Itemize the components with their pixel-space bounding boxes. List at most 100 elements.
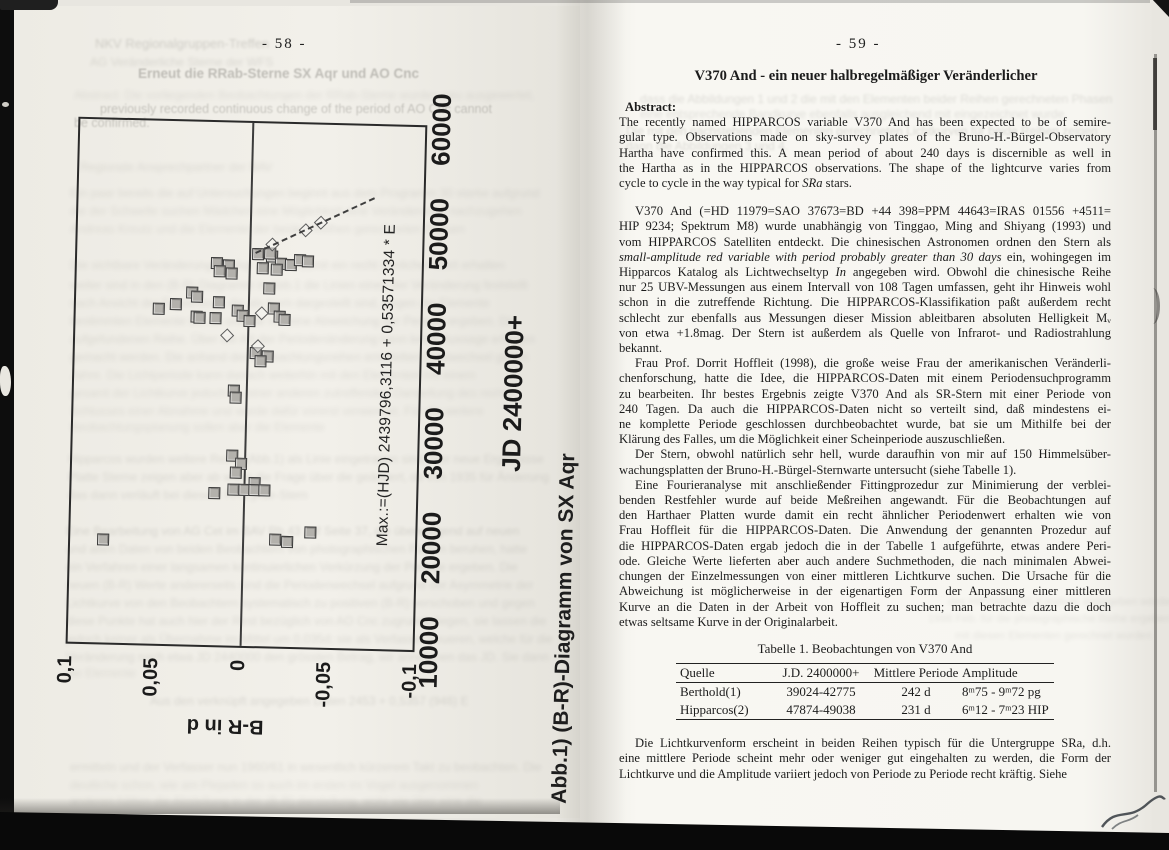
scan-artifact-top-hairline bbox=[350, 0, 1150, 3]
plot-area bbox=[65, 116, 428, 653]
paragraph: Frau Prof. Dorrit Hoffleit (1998), die g… bbox=[619, 356, 1111, 447]
figure-caption: Abb.1) (B-R)-Diagramm von SX Aqr bbox=[547, 453, 580, 804]
table-cell: 8ᵐ75 - 9ᵐ72 pg bbox=[962, 684, 1041, 699]
text-line: Hartha have confirmed this. A mean perio… bbox=[619, 145, 1111, 160]
text-line: Kurve an die Daten in der Arbeit von Hof… bbox=[619, 599, 1111, 614]
data-point-square bbox=[225, 267, 239, 280]
page-number-left: - 58 - bbox=[262, 36, 307, 52]
data-point-square bbox=[278, 313, 291, 326]
text-line: bekannt. bbox=[619, 341, 663, 356]
trend-dashed-line bbox=[254, 197, 375, 254]
paragraph: Eine Fourieranalyse mit anschließender F… bbox=[619, 478, 1111, 630]
observations-table: Quelle J.D. 2400000+ Mittlere Periode Ampli… bbox=[676, 663, 1054, 720]
x-axis-label: JD 2400000+ bbox=[495, 314, 530, 473]
table-header-cell: J.D. 2400000+ bbox=[782, 665, 860, 680]
scan-artifact-top-left-mark bbox=[0, 0, 58, 10]
table-header-cell: Mittlere Periode bbox=[873, 665, 959, 680]
figure-abb1-rotated: 0,1 0,05 0 -0,05 -0,1 10000 20000 30000 40000 50… bbox=[54, 84, 608, 807]
text-line: schon in die zutreffende Richtung. Die H… bbox=[619, 295, 1111, 310]
scan-artifact-bottom-fade bbox=[0, 798, 560, 814]
y-tick-label: -0,05 bbox=[311, 661, 335, 708]
text-line: Abweichung ist möglicherweise in der eig… bbox=[619, 584, 1111, 599]
y-tick-label: 0,1 bbox=[53, 655, 77, 684]
table-caption: Tabelle 1. Beobachtungen von V370 And bbox=[757, 641, 973, 656]
x-tick-label: 40000 bbox=[420, 302, 453, 376]
x-tick-label: 10000 bbox=[412, 615, 445, 689]
text-line: Eine Fourieranalyse mit anschließender F… bbox=[635, 477, 1111, 492]
data-point-square bbox=[169, 298, 183, 311]
text-line: Klärung des Falles, um die Möglichkeit e… bbox=[619, 432, 1006, 447]
text-line: gular type. Observations made on sky-sur… bbox=[619, 130, 1111, 145]
paragraph: V370 And (=HD 11979=SAO 37673=BD +44 398… bbox=[619, 204, 1111, 356]
page-number-right: - 59 - bbox=[836, 36, 881, 52]
data-point-square bbox=[263, 282, 276, 295]
data-point-square bbox=[152, 302, 165, 315]
data-point-square bbox=[193, 311, 206, 324]
text-line: schlecht zur ebenfalls aus Messungen die… bbox=[619, 310, 1111, 325]
text-line: Die Lichtkurvenform erscheint in beiden … bbox=[635, 736, 1111, 750]
scan-artifact-left-edge bbox=[0, 0, 14, 820]
data-point-square bbox=[256, 262, 270, 275]
data-point-square bbox=[213, 265, 227, 278]
scan-artifact-right-edge-dark bbox=[1153, 58, 1157, 130]
final-paragraph: Die Lichtkurvenform erscheint in beiden … bbox=[619, 736, 1111, 782]
body-paragraphs: V370 And (=HD 11979=SAO 37673=BD +44 398… bbox=[619, 204, 1111, 630]
text-line: the Hartha as in the HIPPARCOS observati… bbox=[619, 160, 1111, 175]
text-line: etwas seltsame Kurve in der Originalarbe… bbox=[619, 614, 838, 629]
x-tick-label: 30000 bbox=[417, 406, 450, 480]
text-line: small-amplitude red variable with period… bbox=[619, 249, 1111, 264]
table-1: Tabelle 1. Beobachtungen von V370 And Qu… bbox=[619, 641, 1111, 720]
text-line: ne komplette Periode geschlossen durchbe… bbox=[619, 417, 1111, 432]
table-cell: Berthold(1) bbox=[680, 684, 741, 699]
scatter-points bbox=[68, 119, 329, 642]
data-point-diamond bbox=[219, 328, 235, 343]
data-point-square bbox=[258, 484, 271, 497]
scan-artifact-paren-mark bbox=[1146, 288, 1160, 324]
text-line: eine mittlere Periode scheint mehr oder … bbox=[619, 751, 1111, 766]
text-line: vom HIPPARCOS Satelliten entdeckt. Die c… bbox=[619, 234, 1111, 249]
text-line: Frau Prof. Dorrit Hoffleit (1998), die g… bbox=[635, 356, 1111, 371]
paragraph-gap bbox=[619, 191, 1111, 204]
text-line: Hipparcos Katalog als Lichtwechseltyp In… bbox=[619, 265, 1111, 280]
data-point-square bbox=[243, 314, 256, 328]
paragraph: Der Stern, obwohl natürlich sehr hell, w… bbox=[619, 447, 1111, 477]
abstract-label: Abstract: bbox=[625, 100, 677, 114]
text-line: chungen der Einzelmessungen von einer mi… bbox=[619, 569, 1111, 584]
scan-artifact-right-edge-line bbox=[1154, 54, 1157, 792]
text-line: HIP 9234; Spektrum M8) wurde unabhängig … bbox=[619, 219, 1111, 234]
table-cell: 47874-49038 bbox=[786, 702, 856, 717]
data-point-square bbox=[269, 533, 282, 546]
table-row: Hipparcos(2) 47874-49038 231 d 6ᵐ12 - 7ᵐ23 … bbox=[676, 701, 1054, 719]
table-cell: 39024-42775 bbox=[786, 684, 856, 699]
data-point-square bbox=[209, 312, 222, 325]
text-line: Frau Hoffleit für die HIPPARCOS-Daten. D… bbox=[619, 523, 1111, 538]
data-point-square bbox=[281, 535, 294, 549]
text-line: nur 25 UBV-Messungen aus einem Intervall… bbox=[619, 280, 1111, 295]
text-line: cycle to cycle in the way typical for SR… bbox=[619, 176, 852, 191]
text-line: The recently named HIPPARCOS variable V3… bbox=[619, 115, 1111, 130]
x-tick-label: 50000 bbox=[422, 197, 455, 271]
scan-artifact-white-blob bbox=[0, 366, 11, 396]
data-point-square bbox=[303, 526, 317, 539]
table-cell: 242 d bbox=[901, 684, 931, 699]
data-point-square bbox=[96, 533, 110, 546]
text-line: chenforschung, hatte die Idee, die HIPPA… bbox=[619, 371, 1111, 386]
text-line: von etwa +1.8mag. Der Stern ist außerdem… bbox=[619, 325, 1111, 340]
pen-scribble-mark bbox=[1101, 795, 1166, 830]
text-line: Lichtkurve und die Amplitude variiert je… bbox=[619, 766, 1067, 781]
page-gutter-shadow bbox=[556, 0, 626, 850]
text-line: den Harthaer Platten wurde damit ein rec… bbox=[619, 508, 1111, 523]
text-line: Der Stern, obwohl natürlich sehr hell, w… bbox=[635, 447, 1111, 462]
data-point-square bbox=[229, 466, 242, 479]
data-point-square bbox=[301, 255, 315, 268]
page-58 bbox=[14, 6, 580, 818]
abstract-paragraph: The recently named HIPPARCOS variable V3… bbox=[619, 115, 1111, 191]
data-point-square bbox=[190, 290, 203, 303]
zero-gridline bbox=[239, 122, 254, 646]
table-header-cell: Quelle bbox=[680, 665, 715, 680]
table-row: Berthold(1) 39024-42775 242 d 8ᵐ75 - 9ᵐ72 p… bbox=[676, 683, 1054, 701]
text-line: 240 Tagen. Da auch die HIPPARCOS-Daten n… bbox=[619, 401, 1111, 416]
page-59 bbox=[580, 0, 1152, 840]
y-axis-label: B-R in d bbox=[186, 714, 264, 738]
data-point-square bbox=[212, 296, 226, 309]
